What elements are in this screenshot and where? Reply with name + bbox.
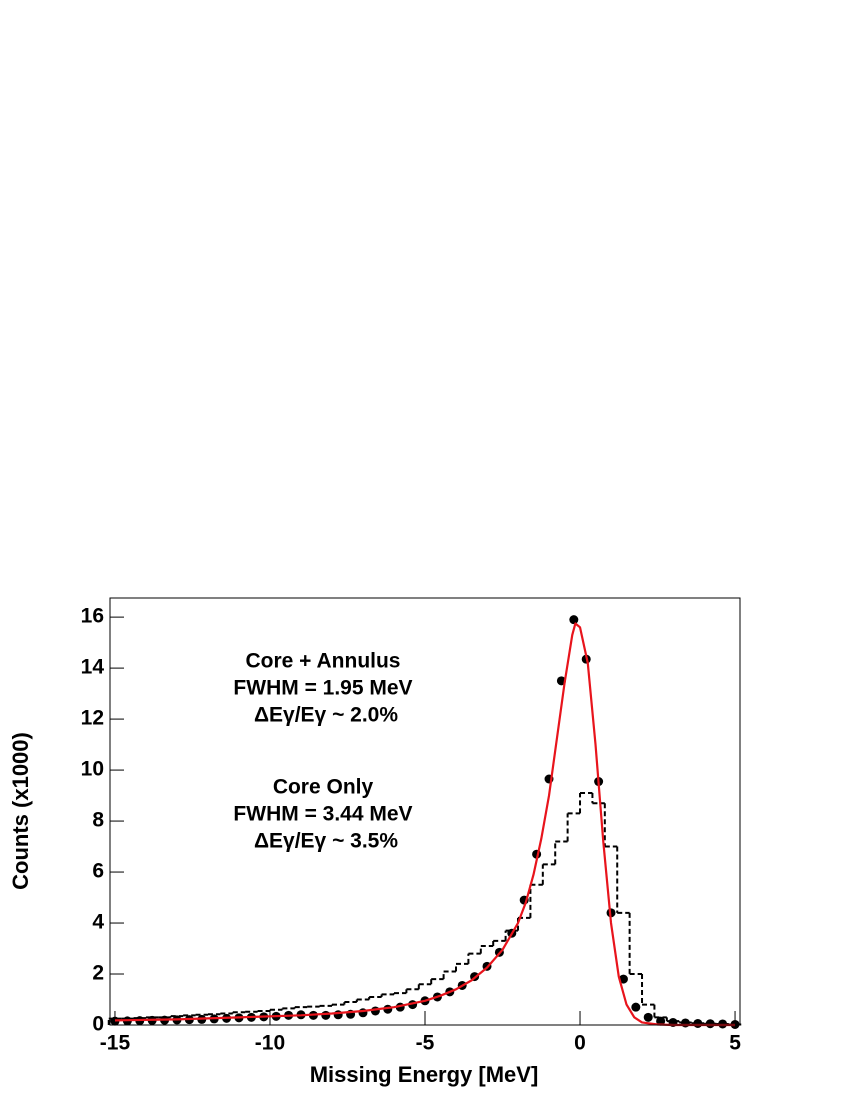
x-tick-label: -5 [416,1032,435,1055]
annotation: Core + Annulus [246,650,401,673]
annotation: Core Only [273,776,374,799]
data-point [705,1019,715,1029]
annotation: FWHM = 3.44 MeV [233,803,412,826]
data-point [693,1018,703,1028]
y-axis-label: Counts (x1000) [8,732,33,890]
data-point [321,1010,331,1020]
y-tick-label: 8 [92,809,104,832]
annotation: ΔEγ/Eγ ~ 3.5% [254,830,398,853]
y-tick-label: 2 [92,962,104,985]
y-tick-label: 6 [92,860,104,883]
data-point [631,1002,641,1012]
x-axis-label: Missing Energy [MeV] [310,1062,539,1087]
data-point [680,1018,690,1028]
x-tick-label: 0 [574,1032,586,1055]
y-tick-label: 4 [92,911,104,934]
annotation: FWHM = 1.95 MeV [233,677,412,700]
y-tick-label: 12 [81,707,104,730]
plot-frame [109,597,741,1026]
data-point [110,1016,120,1026]
y-tick-label: 10 [81,758,104,781]
data-point [370,1006,380,1016]
y-tick-label: 0 [92,1013,104,1036]
x-tick-label: -15 [100,1032,131,1055]
x-tick-label: -10 [255,1032,285,1055]
annotation: ΔEγ/Eγ ~ 2.0% [254,704,398,727]
y-tick-label: 16 [81,605,104,628]
data-point [643,1012,653,1022]
data-point [569,615,579,625]
y-tick-label: 14 [81,656,105,679]
fit-curve [114,622,736,1027]
data-point [333,1010,343,1020]
x-tick-label: 5 [729,1032,741,1055]
